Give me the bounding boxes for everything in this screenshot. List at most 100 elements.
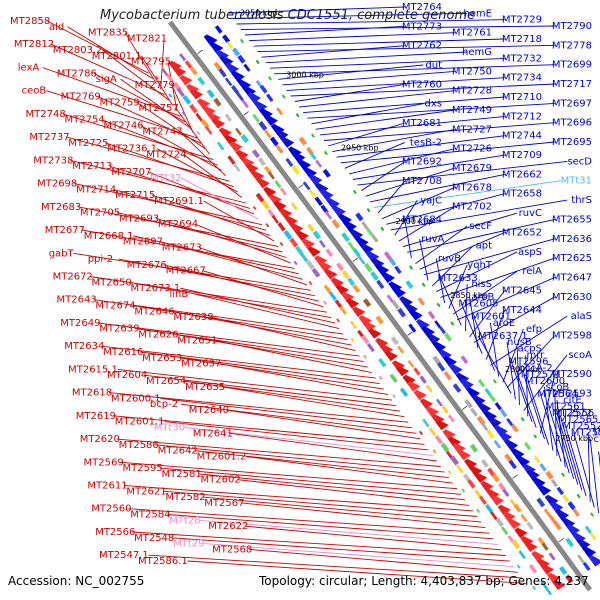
gene-label[interactable]: MT2593: [552, 389, 592, 400]
gene-label[interactable]: ald: [49, 22, 64, 33]
gene-label[interactable]: MT2602: [201, 475, 241, 486]
gene-label[interactable]: MT2727: [452, 124, 492, 135]
gene-label[interactable]: ceoB: [22, 86, 47, 97]
gene-label[interactable]: MT2693: [119, 213, 159, 224]
gene-label[interactable]: yqhT: [467, 260, 493, 271]
gene-label[interactable]: MT2652: [502, 227, 542, 238]
gene-label[interactable]: MT2754: [65, 115, 105, 126]
gene-label[interactable]: MT2695: [552, 137, 592, 148]
gene-label[interactable]: MT2658: [502, 189, 542, 200]
gene-label[interactable]: MT2556: [554, 408, 594, 419]
gene-label[interactable]: secD: [567, 156, 592, 167]
gene-label[interactable]: MT2598: [552, 331, 592, 342]
gene-label[interactable]: MT2586.1: [138, 556, 188, 567]
gene-label[interactable]: MT2626: [138, 330, 178, 341]
gene-label[interactable]: dxs: [425, 99, 442, 110]
gene-label[interactable]: MT2552: [562, 421, 600, 432]
gene-label[interactable]: aroB: [471, 292, 494, 303]
gene-label[interactable]: MT2636: [552, 234, 592, 245]
gene-label[interactable]: MT2651: [177, 335, 217, 346]
gene-label[interactable]: MT2681: [402, 118, 442, 129]
gene-label[interactable]: MT2702: [452, 202, 492, 213]
gene-label[interactable]: MT2601.1: [115, 417, 165, 428]
gene-label[interactable]: MT2547.1: [99, 550, 149, 561]
gene-label[interactable]: MT2555: [571, 428, 600, 439]
gene-label[interactable]: MT2649: [60, 318, 100, 329]
gene-label[interactable]: MT2601.2: [197, 452, 247, 463]
gene-label[interactable]: MT2662: [502, 169, 542, 180]
gene-label[interactable]: MT2611: [87, 481, 127, 492]
gene-label[interactable]: MT2698: [37, 179, 77, 190]
gene-label[interactable]: MT2604: [107, 370, 147, 381]
gene-label[interactable]: hisS: [471, 279, 492, 290]
gene-label[interactable]: MT2673.1: [131, 283, 181, 294]
gene-label[interactable]: MT2738: [33, 155, 73, 166]
gene-label[interactable]: MT2630: [552, 292, 592, 303]
gene-label[interactable]: MTt28: [169, 515, 200, 526]
gene-label[interactable]: ruvA: [421, 234, 444, 245]
gene-label[interactable]: MT2697: [123, 237, 163, 248]
gene-label[interactable]: apt: [476, 240, 492, 251]
gene-label[interactable]: MT2601: [471, 312, 511, 323]
gene-label[interactable]: MT2760: [402, 79, 442, 90]
gene-label[interactable]: MT2582: [165, 492, 205, 503]
gene-label[interactable]: MT2645: [502, 285, 542, 296]
gene-label[interactable]: MT2691.1: [154, 196, 204, 207]
gene-label[interactable]: clpX: [594, 434, 600, 445]
gene-label[interactable]: MT2569: [84, 457, 124, 468]
gene-label[interactable]: secF: [469, 221, 492, 232]
gene-label[interactable]: MT2692: [402, 157, 442, 168]
gene-label[interactable]: MT2653: [142, 353, 182, 364]
gene-label[interactable]: MT2548: [134, 533, 174, 544]
gene-label[interactable]: MT2644: [502, 305, 542, 316]
gene-label[interactable]: MT2737: [29, 132, 69, 143]
gene-label[interactable]: MT2618: [72, 388, 112, 399]
gene-label[interactable]: MT2571: [521, 370, 561, 381]
gene-label[interactable]: yajC: [420, 195, 442, 206]
gene-label[interactable]: MT2638: [173, 312, 213, 323]
gene-label[interactable]: MT2759: [100, 97, 140, 108]
gene-label[interactable]: MT2778: [552, 40, 592, 51]
gene-label[interactable]: MT2667: [166, 266, 206, 277]
gene-label[interactable]: MT2566: [95, 527, 135, 538]
gene-label[interactable]: MT2697: [552, 98, 592, 109]
gene-label[interactable]: MT2595: [123, 463, 163, 474]
gene-label[interactable]: MT2620: [80, 434, 120, 445]
gene-label[interactable]: MT2584: [130, 510, 170, 521]
gene-label[interactable]: MT2714: [76, 184, 116, 195]
gene-label[interactable]: MT2744: [502, 131, 542, 142]
gene-label[interactable]: MT2600.1: [111, 393, 161, 404]
gene-label[interactable]: MT2679: [452, 163, 492, 174]
gene-label[interactable]: MT2718: [502, 34, 542, 45]
gene-label[interactable]: MT2567: [204, 498, 244, 509]
gene-label[interactable]: MT2696: [552, 118, 592, 129]
gene-label[interactable]: linB: [170, 289, 189, 300]
gene-label[interactable]: ppi-2: [88, 254, 113, 265]
gene-label[interactable]: MT2572: [552, 408, 592, 419]
gene-label[interactable]: MT2619: [76, 411, 116, 422]
gene-label[interactable]: dut: [425, 60, 442, 71]
gene-label[interactable]: MT2655: [552, 214, 592, 225]
gene-label[interactable]: MT2621: [126, 486, 166, 497]
gene-label[interactable]: MT2715: [115, 190, 155, 201]
gene-label[interactable]: MT2710: [502, 92, 542, 103]
gene-label[interactable]: MTt29: [173, 539, 204, 550]
gene-label[interactable]: MT2650: [92, 277, 132, 288]
gene-label[interactable]: MT2764: [402, 2, 442, 13]
gene-label[interactable]: MT2637.1: [478, 331, 528, 342]
gene-label[interactable]: MT2699: [552, 60, 592, 71]
gene-label[interactable]: tesB-2: [410, 137, 442, 148]
gene-label[interactable]: scoA: [568, 350, 592, 361]
gene-label[interactable]: MT2746: [103, 121, 143, 132]
gene-label[interactable]: MT2713: [72, 161, 112, 172]
gene-label[interactable]: MT2749: [452, 105, 492, 116]
gene-label[interactable]: MT2596: [508, 357, 548, 368]
gene-label[interactable]: MT2642: [158, 446, 198, 457]
gene-label[interactable]: MT2635: [185, 382, 225, 393]
gene-label[interactable]: MT2677: [45, 225, 85, 236]
gene-label[interactable]: hemG: [462, 47, 492, 58]
gene-label[interactable]: MT2734: [502, 73, 542, 84]
gene-label[interactable]: MT2625: [552, 253, 592, 264]
gene-label[interactable]: MT2673: [162, 243, 202, 254]
gene-label[interactable]: MT2565: [558, 415, 598, 426]
